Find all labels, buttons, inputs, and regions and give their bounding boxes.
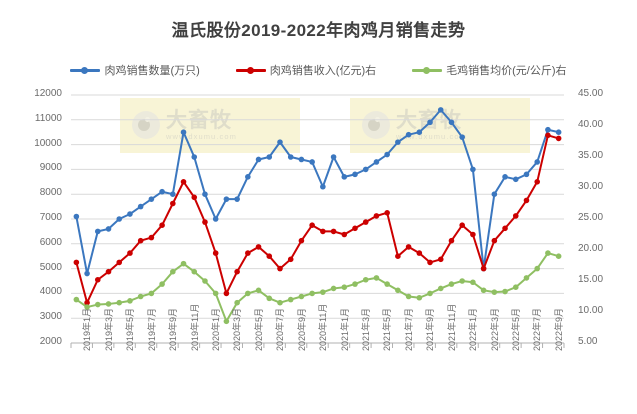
x-axis-tick: 2020年5月 (253, 307, 264, 351)
y-axis-left-tick: 12000 (34, 88, 62, 99)
y-axis-right-tick: 20.00 (578, 243, 604, 254)
x-axis-tick: 2019年5月 (125, 307, 136, 351)
legend-item-sales-volume[interactable]: 肉鸡销售数量(万只) (70, 62, 200, 78)
legend-marker-blue (70, 65, 101, 75)
y-axis-right-tick: 10.00 (578, 305, 604, 316)
x-axis-tick: 2021年9月 (425, 307, 436, 351)
legend-marker-green (412, 65, 443, 75)
legend-label-avg-price: 毛鸡销售均价(元/公斤)右 (446, 65, 567, 77)
x-axis-tick: 2021年11月 (446, 303, 457, 351)
x-axis-tick: 2021年5月 (382, 307, 393, 351)
x-axis-tick: 2019年11月 (189, 303, 200, 351)
x-axis-tick: 2019年1月 (82, 307, 93, 351)
x-axis-tick: 2022年1月 (468, 307, 479, 351)
legend-item-sales-revenue[interactable]: 肉鸡销售收入(亿元)右 (235, 62, 377, 78)
legend-marker-red (235, 65, 266, 75)
y-axis-left-tick: 5000 (39, 261, 62, 273)
y-axis-right-tick: 30.00 (578, 181, 604, 192)
y-axis-left-tick: 9000 (39, 162, 62, 174)
legend-label-sales-volume: 肉鸡销售数量(万只) (104, 65, 200, 77)
y-axis-right-tick: 5.00 (578, 336, 598, 347)
y-axis-left-tick: 6000 (39, 236, 62, 248)
y-axis-left-tick: 2000 (39, 336, 62, 347)
y-axis-right-tick: 45.00 (578, 88, 604, 99)
x-axis-tick: 2020年3月 (232, 307, 243, 351)
x-axis-tick: 2020年9月 (296, 307, 307, 351)
x-axis-tick: 2020年7月 (275, 307, 286, 351)
x-axis-tick: 2022年7月 (532, 307, 543, 351)
y-axis-right-tick: 25.00 (578, 212, 604, 223)
x-axis-tick: 2020年11月 (318, 303, 329, 351)
y-axis-right-tick: 15.00 (578, 274, 604, 285)
y-axis-right-tick: 35.00 (578, 150, 604, 161)
x-axis-tick: 2019年9月 (168, 307, 179, 351)
y-axis-left-tick: 8000 (39, 187, 62, 199)
chart-legend: 肉鸡销售数量(万只) 肉鸡销售收入(亿元)右 毛鸡销售均价(元/公斤)右 (0, 62, 637, 78)
y-axis-left-tick: 10000 (34, 137, 62, 149)
chart-title: 温氏股份2019-2022年肉鸡月销售走势 (171, 21, 466, 40)
y-axis-left-tick: 3000 (39, 311, 62, 323)
y-axis-left-tick: 7000 (39, 212, 62, 223)
legend-label-sales-revenue: 肉鸡销售收入(亿元)右 (269, 65, 377, 77)
y-axis-left-tick: 4000 (39, 286, 62, 298)
x-axis-tick: 2019年7月 (146, 307, 157, 351)
x-axis-tick: 2019年3月 (103, 307, 114, 351)
legend-item-avg-price[interactable]: 毛鸡销售均价(元/公斤)右 (412, 62, 567, 78)
x-axis-tick: 2021年3月 (361, 307, 371, 351)
x-axis-tick: 2022年9月 (553, 307, 564, 351)
y-axis-right-tick: 40.00 (578, 119, 604, 130)
x-axis-tick: 2020年1月 (210, 307, 221, 351)
x-axis-tick: 2022年3月 (489, 307, 500, 351)
x-axis-tick: 2022年5月 (511, 307, 522, 351)
y-axis-left-tick: 11000 (34, 112, 62, 124)
x-axis-tick: 2021年7月 (403, 307, 414, 351)
x-axis-tick: 2021年1月 (339, 307, 350, 351)
